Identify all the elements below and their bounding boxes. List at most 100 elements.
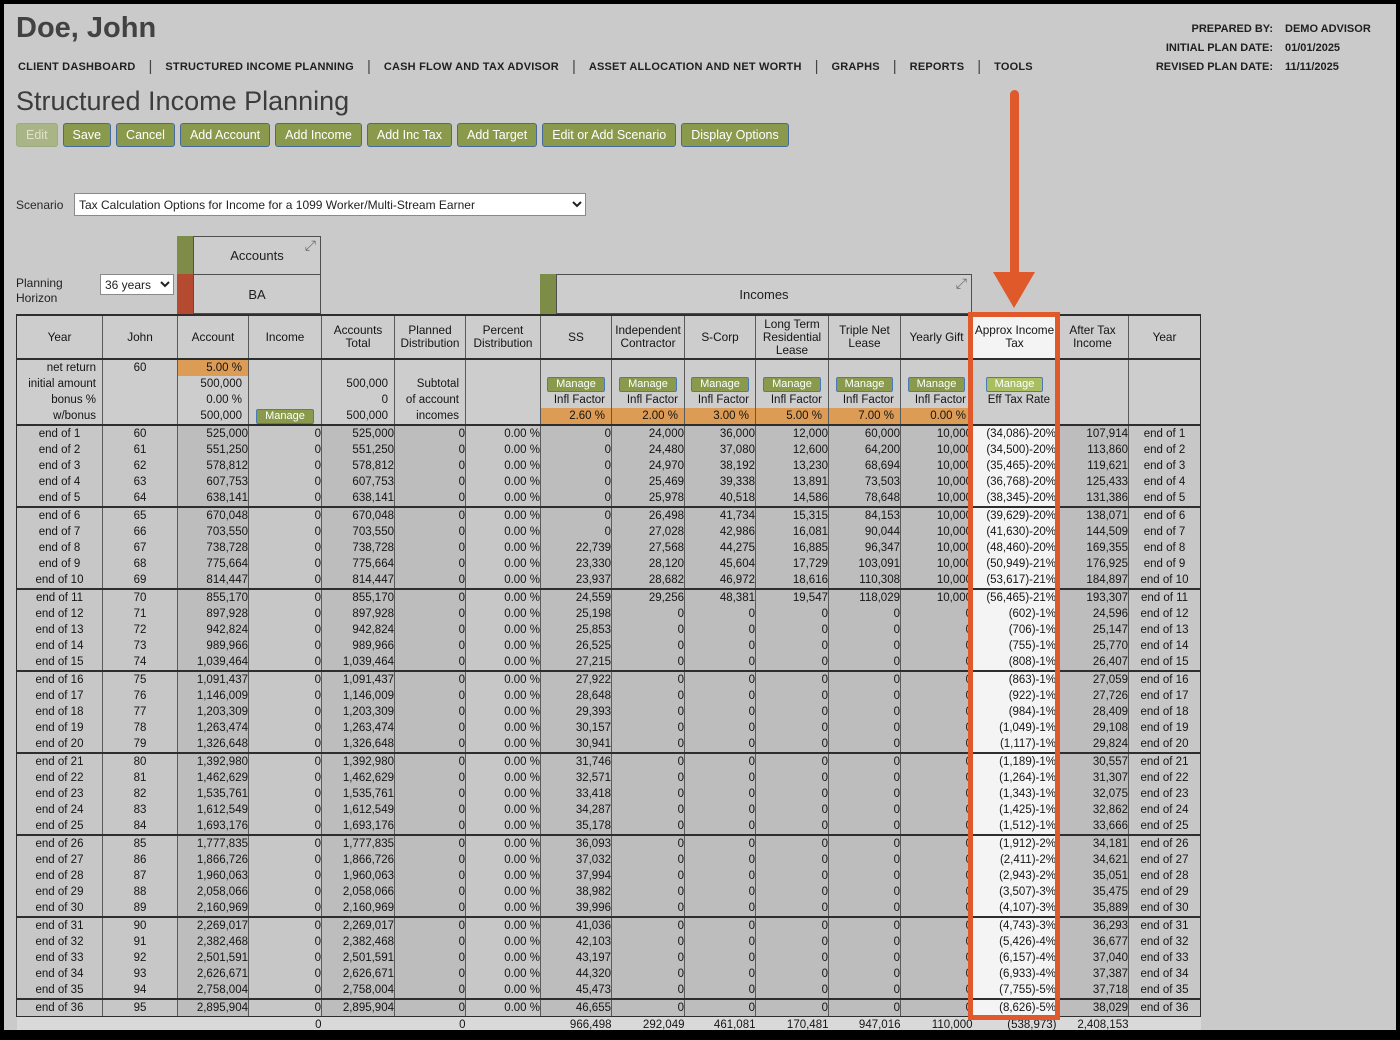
cell: 1,091,437: [177, 670, 249, 688]
cell: end of 33: [16, 950, 103, 966]
cell: 0: [248, 540, 322, 556]
scenario-select[interactable]: Tax Calculation Options for Income for a…: [74, 193, 586, 216]
cell: 79: [102, 736, 178, 753]
cell: 0: [755, 786, 829, 802]
cell: 28,120: [611, 556, 685, 572]
cell: 34,181: [1056, 834, 1129, 852]
page: Doe, John PREPARED BY: DEMO ADVISOR INIT…: [4, 4, 1396, 1030]
save-button[interactable]: Save: [62, 123, 112, 147]
manage-button[interactable]: Manage: [835, 377, 894, 392]
manage-button[interactable]: Manage: [691, 377, 749, 392]
cell: 22,739: [540, 540, 612, 556]
cell: 37,387: [1056, 966, 1129, 982]
cell: 0: [684, 852, 756, 868]
cell: 103,091: [828, 556, 901, 572]
nav-item-asset-allocation-and-net-worth[interactable]: ASSET ALLOCATION AND NET WORTH: [588, 60, 802, 73]
subheader-line: [250, 392, 321, 408]
cell: 0: [900, 606, 973, 622]
cell: 0: [248, 966, 322, 982]
nav-separator: |: [892, 58, 897, 75]
cell: 60: [102, 425, 178, 442]
subheader-line: [974, 408, 1056, 423]
totals-cell: [16, 1016, 103, 1030]
subheader-cell: Subtotal of account incomes: [394, 359, 466, 426]
subheader-line: Manage: [974, 376, 1056, 392]
nav-item-tools[interactable]: TOOLS: [994, 60, 1033, 73]
cell: 0: [248, 556, 322, 572]
cell: end of 25: [16, 818, 103, 835]
cancel-button[interactable]: Cancel: [116, 123, 175, 147]
cell: (1,049)-1%: [972, 720, 1057, 736]
edit-or-add-scenario-button[interactable]: Edit or Add Scenario: [542, 123, 677, 147]
cell: 37,032: [540, 852, 612, 868]
cell: 25,978: [611, 490, 685, 507]
cell: 0: [684, 998, 756, 1017]
collapse-icon[interactable]: ⤢: [304, 237, 316, 253]
cell: (34,086)-20%: [972, 425, 1057, 442]
nav-item-client-dashboard[interactable]: CLIENT DASHBOARD: [18, 60, 136, 73]
collapse-icon[interactable]: ⤢: [955, 275, 967, 291]
cell: end of 17: [1128, 688, 1201, 704]
cell: 46,655: [540, 998, 612, 1017]
table-row: end of 31 90 2,269,017 0 2,269,017 0 0.00 % 41,…: [16, 916, 1201, 934]
column-header-long-term-residential-lease: Long Term Residential Lease: [755, 314, 829, 360]
manage-button[interactable]: Manage: [547, 377, 605, 392]
subheader-line: Infl Factor: [626, 394, 678, 406]
cell: (36,768)-20%: [972, 474, 1057, 490]
add-income-button[interactable]: Add Income: [275, 123, 362, 147]
nav-item-graphs[interactable]: GRAPHS: [831, 60, 880, 73]
cell: end of 14: [1128, 638, 1201, 654]
cell: 0.00 %: [465, 606, 541, 622]
cell: 0.00 %: [465, 982, 541, 999]
column-header-ss: SS: [540, 314, 612, 360]
cell: 0: [248, 490, 322, 507]
cell: 0: [394, 770, 466, 786]
cell: 0: [900, 966, 973, 982]
cell: 39,996: [540, 900, 612, 917]
cell: 29,824: [1056, 736, 1129, 753]
cell: 607,753: [321, 474, 395, 490]
add-target-button[interactable]: Add Target: [456, 123, 538, 147]
cell: 0: [394, 490, 466, 507]
cell: 0.00 %: [465, 490, 541, 507]
subheader-line: [1058, 376, 1128, 392]
cell: 26,498: [611, 506, 685, 524]
cell: end of 6: [16, 506, 103, 524]
manage-button[interactable]: Manage: [619, 377, 677, 392]
add-inc-tax-button[interactable]: Add Inc Tax: [366, 123, 452, 147]
cell: 44,275: [684, 540, 756, 556]
display-options-button[interactable]: Display Options: [681, 123, 789, 147]
cell: 2,626,671: [321, 966, 395, 982]
nav-item-structured-income-planning[interactable]: STRUCTURED INCOME PLANNING: [165, 60, 354, 73]
manage-button[interactable]: Manage: [907, 377, 966, 392]
subheader-cell: 60: [102, 359, 178, 426]
cell: 12,000: [755, 425, 829, 442]
cell: 0: [684, 670, 756, 688]
accounts-group-tab[interactable]: [177, 236, 193, 275]
planning-horizon-select[interactable]: 36 years: [100, 274, 174, 295]
account-ba-tab[interactable]: [177, 274, 193, 314]
nav-item-cash-flow-and-tax-advisor[interactable]: CASH FLOW AND TAX ADVISOR: [383, 60, 559, 73]
manage-button[interactable]: Manage: [256, 409, 314, 423]
incomes-group-tab[interactable]: [540, 274, 556, 314]
cell: 0: [828, 834, 901, 852]
cell: 0: [684, 934, 756, 950]
subheader-line: 5.00 %: [178, 360, 248, 376]
column-header-triple-net-lease: Triple Net Lease: [828, 314, 901, 360]
cell: 525,000: [177, 425, 249, 442]
subheader-line: 0.00 %: [206, 394, 242, 406]
accounts-group-label: Accounts: [230, 248, 284, 263]
cell: 64,200: [828, 442, 901, 458]
cell: 30,941: [540, 736, 612, 753]
add-account-button[interactable]: Add Account: [179, 123, 271, 147]
cell: 27,059: [1056, 670, 1129, 688]
nav-item-reports[interactable]: REPORTS: [909, 60, 965, 73]
cell: 25,469: [611, 474, 685, 490]
manage-button[interactable]: Manage: [985, 377, 1044, 392]
subheader-cell: [1056, 359, 1129, 426]
cell: 24,596: [1056, 606, 1129, 622]
cell: end of 3: [1128, 458, 1201, 474]
manage-button[interactable]: Manage: [763, 377, 821, 392]
cell: 2,895,904: [177, 998, 249, 1017]
cell: 0: [248, 752, 322, 770]
